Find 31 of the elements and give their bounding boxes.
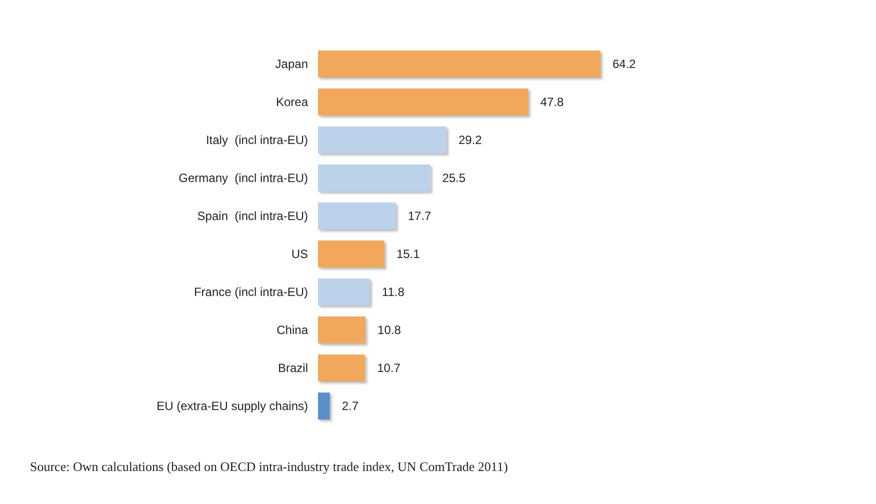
- source-note: Source: Own calculations (based on OECD intra-industry trade index, UN ComTrade 2011): [30, 459, 508, 474]
- data-label: 64.2: [612, 57, 636, 71]
- data-label: 25.5: [442, 171, 466, 185]
- bar: [318, 126, 446, 154]
- y-tick-label: Japan: [275, 57, 308, 71]
- bar: [318, 202, 396, 230]
- y-tick-label: Italy (incl intra-EU): [206, 133, 308, 147]
- bar: [318, 354, 366, 382]
- y-tick-label: France (incl intra-EU): [194, 285, 308, 299]
- data-label: 29.2: [458, 133, 482, 147]
- data-label: 11.8: [382, 285, 405, 299]
- data-label: 15.1: [396, 247, 420, 261]
- y-tick-label: Germany (incl intra-EU): [178, 171, 308, 185]
- bar: [318, 392, 330, 420]
- data-label: 10.8: [378, 323, 402, 337]
- data-label: 10.7: [377, 361, 401, 375]
- bar: [318, 50, 600, 78]
- y-tick-label: EU (extra-EU supply chains): [156, 399, 308, 413]
- data-label: 47.8: [540, 95, 564, 109]
- y-tick-label: US: [291, 247, 308, 261]
- y-tick-label: Korea: [276, 95, 308, 109]
- bar: [318, 278, 370, 306]
- bar: [318, 316, 366, 344]
- data-label: 17.7: [408, 209, 432, 223]
- y-tick-label: Brazil: [278, 361, 308, 375]
- data-label: 2.7: [342, 399, 359, 413]
- bar: [318, 164, 430, 192]
- bar: [318, 240, 384, 268]
- y-tick-label: China: [276, 323, 308, 337]
- y-tick-label: Spain (incl intra-EU): [197, 209, 308, 223]
- bar: [318, 88, 528, 116]
